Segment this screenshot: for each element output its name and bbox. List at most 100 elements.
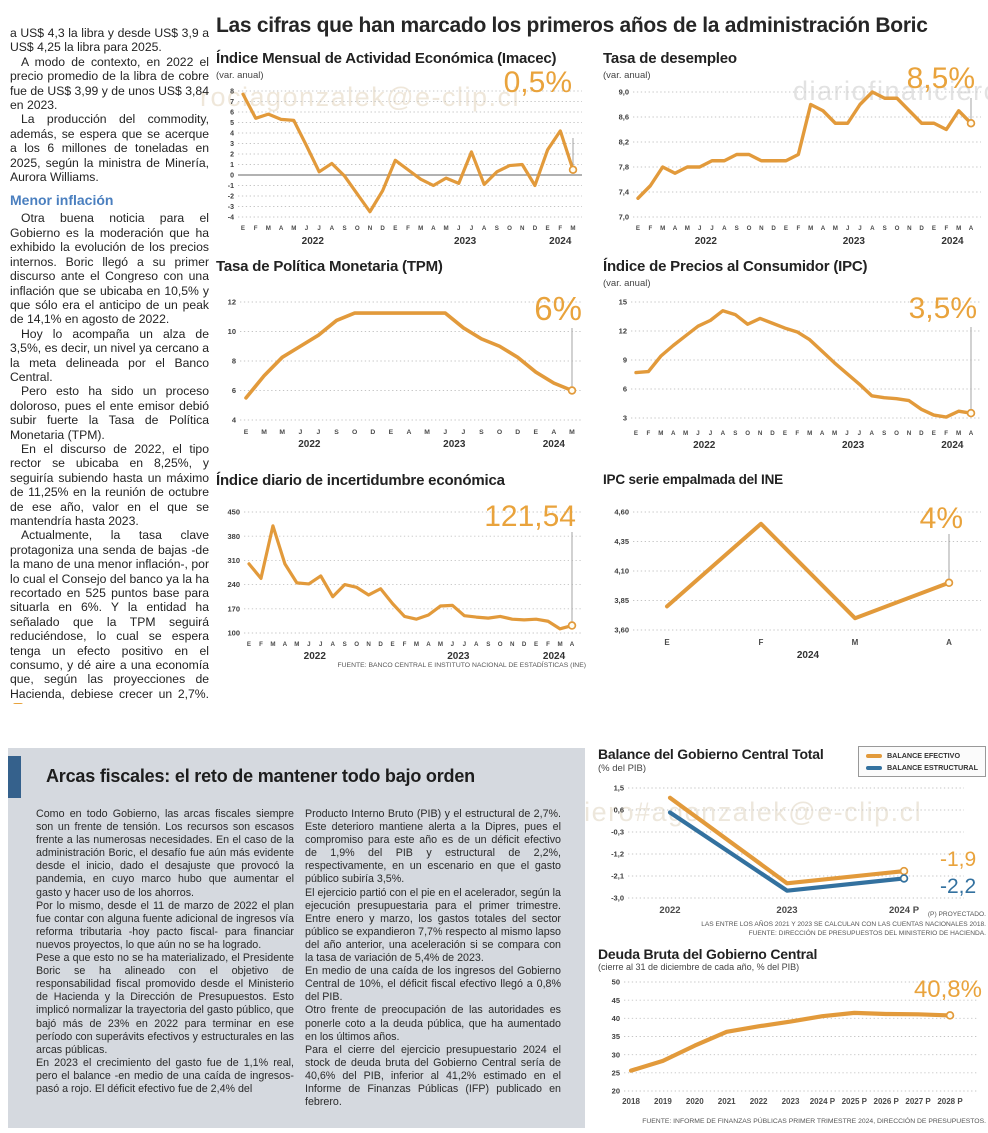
svg-text:A: A bbox=[673, 225, 678, 232]
svg-text:J: J bbox=[463, 641, 467, 648]
article-paragraph: Hoy lo acompaña un alza de 3,5%, es deci… bbox=[10, 326, 209, 384]
svg-text:M: M bbox=[832, 430, 837, 437]
svg-text:9,0: 9,0 bbox=[619, 88, 629, 97]
svg-text:15: 15 bbox=[619, 298, 627, 307]
left-article-column: a US$ 4,3 la libra y desde US$ 3,9 a US$… bbox=[10, 26, 209, 704]
svg-text:380: 380 bbox=[227, 532, 240, 541]
svg-text:E: E bbox=[784, 225, 788, 232]
fiscal-paragraph: Para el cierre del ejercicio presupuesta… bbox=[305, 1043, 561, 1109]
svg-text:40: 40 bbox=[612, 1014, 620, 1023]
svg-text:J: J bbox=[443, 429, 447, 436]
svg-text:F: F bbox=[648, 225, 652, 232]
svg-text:J: J bbox=[846, 225, 850, 232]
svg-text:25: 25 bbox=[612, 1068, 620, 1077]
svg-text:-1,2: -1,2 bbox=[611, 850, 624, 859]
svg-text:310: 310 bbox=[227, 556, 240, 565]
svg-text:S: S bbox=[735, 225, 739, 232]
svg-text:F: F bbox=[796, 225, 800, 232]
svg-text:J: J bbox=[451, 641, 455, 648]
svg-text:2018: 2018 bbox=[622, 1097, 640, 1106]
fiscal-paragraph: Pese a que esto no se ha materializado, … bbox=[36, 952, 294, 1056]
svg-text:J: J bbox=[696, 430, 700, 437]
svg-text:2019: 2019 bbox=[654, 1097, 672, 1106]
svg-text:O: O bbox=[895, 225, 900, 232]
svg-text:M: M bbox=[570, 225, 575, 232]
svg-text:N: N bbox=[907, 225, 912, 232]
svg-text:A: A bbox=[474, 641, 479, 648]
svg-text:M: M bbox=[414, 641, 419, 648]
svg-text:M: M bbox=[424, 429, 430, 436]
chart-subtitle: (var. anual) bbox=[603, 70, 651, 81]
svg-text:20: 20 bbox=[612, 1087, 620, 1096]
svg-text:100: 100 bbox=[227, 629, 240, 638]
legend-label: BALANCE ESTRUCTURAL bbox=[886, 763, 978, 772]
svg-text:E: E bbox=[247, 641, 251, 648]
latest-value-label: 4% bbox=[919, 502, 963, 535]
svg-text:M: M bbox=[294, 641, 299, 648]
svg-text:D: D bbox=[919, 225, 924, 232]
svg-text:A: A bbox=[969, 430, 974, 437]
svg-text:2022: 2022 bbox=[298, 439, 321, 450]
svg-text:A: A bbox=[551, 429, 556, 436]
chart-title: Balance del Gobierno Central Total bbox=[598, 746, 824, 762]
svg-text:2023: 2023 bbox=[447, 651, 470, 662]
uncertainty-plot: 450 380 310 240 170 100 E F M A M J J A S O N D E F M A M J J A S O… bbox=[216, 504, 588, 673]
svg-text:E: E bbox=[664, 638, 670, 647]
svg-text:O: O bbox=[747, 225, 752, 232]
svg-text:J: J bbox=[298, 429, 302, 436]
svg-text:S: S bbox=[883, 225, 887, 232]
svg-text:E: E bbox=[393, 225, 397, 232]
svg-text:9: 9 bbox=[623, 356, 627, 365]
svg-text:2023: 2023 bbox=[776, 905, 797, 916]
footnote: FUENTE: DIRECCIÓN DE PRESUPUESTOS DEL MI… bbox=[748, 930, 986, 937]
imacec-chart: Índice Mensual de Actividad Económica (I… bbox=[216, 50, 588, 256]
svg-text:12: 12 bbox=[228, 298, 236, 307]
svg-text:0,6: 0,6 bbox=[614, 806, 624, 815]
article-paragraph: Otra buena noticia para el Gobierno es l… bbox=[10, 211, 209, 327]
central-government-balance-chart: Balance del Gobierno Central Total (% de… bbox=[598, 746, 986, 944]
svg-text:A: A bbox=[820, 430, 825, 437]
svg-text:8: 8 bbox=[232, 357, 236, 366]
svg-text:2024: 2024 bbox=[941, 236, 964, 247]
svg-text:3,60: 3,60 bbox=[614, 626, 629, 635]
legend-item: BALANCE EFECTIVO bbox=[865, 751, 978, 760]
svg-text:-4: -4 bbox=[228, 215, 234, 222]
svg-text:J: J bbox=[319, 641, 323, 648]
svg-text:O: O bbox=[507, 225, 512, 232]
svg-text:A: A bbox=[570, 641, 575, 648]
ipc-plot: 15 12 9 6 3 E F M A M J J A S O N D E F M A M J J A S O N D E F M A 2022 2… bbox=[603, 294, 985, 459]
svg-text:F: F bbox=[944, 430, 948, 437]
svg-text:J: J bbox=[461, 429, 465, 436]
svg-text:2022: 2022 bbox=[750, 1097, 768, 1106]
chart-subtitle: (% del PIB) bbox=[598, 763, 647, 774]
latest-value-label: 6% bbox=[534, 290, 582, 327]
svg-text:D: D bbox=[770, 430, 775, 437]
effective-balance-value-label: -1,9 bbox=[940, 848, 977, 871]
svg-text:A: A bbox=[821, 225, 826, 232]
unemployment-chart: Tasa de desempleo (var. anual) 9,0 8,6 8,2… bbox=[603, 50, 985, 256]
svg-text:M: M bbox=[438, 641, 443, 648]
svg-text:F: F bbox=[759, 638, 764, 647]
svg-text:J: J bbox=[858, 430, 862, 437]
fiscal-paragraph: En medio de una caída de los ingresos de… bbox=[305, 965, 561, 1004]
svg-text:M: M bbox=[279, 429, 285, 436]
svg-text:E: E bbox=[546, 225, 550, 232]
svg-text:F: F bbox=[403, 641, 407, 648]
svg-text:A: A bbox=[946, 638, 952, 647]
main-headline: Las cifras que han marcado los primeros … bbox=[216, 14, 928, 37]
article-paragraph: La producción del commodity, además, se … bbox=[10, 112, 209, 185]
svg-text:N: N bbox=[907, 430, 912, 437]
svg-text:M: M bbox=[660, 225, 665, 232]
svg-text:2026 P: 2026 P bbox=[874, 1097, 900, 1106]
ipc-chart: Índice de Precios al Consumidor (IPC) (v… bbox=[603, 258, 985, 458]
chart-legend: BALANCE EFECTIVO BALANCE ESTRUCTURAL bbox=[857, 746, 986, 777]
svg-text:7,4: 7,4 bbox=[619, 188, 630, 197]
svg-text:S: S bbox=[733, 430, 737, 437]
svg-text:M: M bbox=[956, 430, 961, 437]
fiscal-paragraph: Otro frente de preocupación de las autor… bbox=[305, 1004, 561, 1043]
svg-text:A: A bbox=[482, 225, 487, 232]
latest-value-label: 0,5% bbox=[503, 66, 572, 99]
svg-text:F: F bbox=[406, 225, 410, 232]
tpm-chart: Tasa de Política Monetaria (TPM) 12 10 8 6 4… bbox=[216, 258, 588, 458]
